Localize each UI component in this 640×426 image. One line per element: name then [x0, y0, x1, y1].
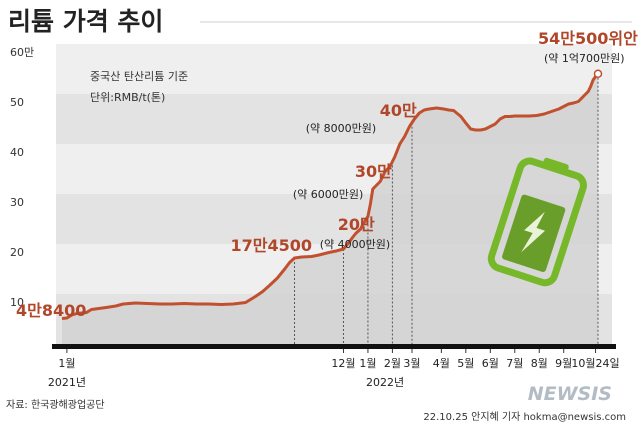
x-axis-baseline [52, 344, 616, 349]
x-tick-label: 5월 [457, 357, 474, 370]
credit-line: 22.10.25 안지혜 기자 hokma@newsis.com [423, 411, 626, 423]
x-tick-label: 1월 [359, 357, 376, 370]
series-line [61, 72, 600, 320]
data-annotation-note: (약 1억700만원) [544, 51, 625, 65]
data-annotation-note: (약 8000만원) [306, 121, 376, 135]
x-tick-label: 12월 [331, 357, 355, 370]
year-label: 2022년 [366, 376, 404, 389]
x-tick-label: 4월 [433, 357, 450, 370]
data-annotation: 4만8400 [16, 301, 86, 320]
x-tick-label: 1월 [58, 357, 75, 370]
data-annotation: 40만 [380, 101, 417, 120]
y-tick-label: 30 [10, 196, 24, 209]
lightning-bolt [521, 211, 546, 253]
x-tick-label: 8월 [531, 357, 548, 370]
data-annotation-note: (약 4000만원) [320, 237, 390, 251]
title-bar [0, 0, 640, 40]
y-axis-label: 60만 [10, 46, 34, 59]
year-label: 2021년 [48, 376, 86, 389]
data-annotation: 20만 [338, 215, 375, 234]
y-tick-label: 10 [10, 296, 24, 309]
chart-title: 리튬 가격 추이 [8, 7, 163, 36]
data-annotation-note: (약 6000만원) [293, 187, 363, 201]
y-tick-label: 40 [10, 146, 24, 159]
data-annotation: 17만4500 [231, 236, 313, 255]
battery-body [487, 157, 587, 287]
subtitle-line: 중국산 탄산리튬 기준 [90, 70, 188, 83]
data-annotation: 30만 [355, 162, 392, 181]
grid-band [56, 44, 612, 94]
x-tick-label: 10월24일 [571, 356, 619, 370]
x-tick-label: 9월 [555, 357, 572, 370]
x-tick-label: 7월 [506, 357, 523, 370]
y-tick-label: 50 [10, 96, 24, 109]
y-tick-label: 20 [10, 246, 24, 259]
watermark-logo: NEWSIS [528, 383, 612, 405]
series-area [62, 73, 598, 345]
x-tick-label: 2월 [384, 357, 401, 370]
x-tick-label: 6월 [482, 357, 499, 370]
battery-charging-icon [487, 157, 587, 287]
source-note: 자료: 한국광해광업공단 [6, 398, 105, 411]
end-point [593, 69, 603, 78]
subtitle-line: 단위:RMB/t(톤) [90, 91, 165, 104]
data-annotation: 54만500위안 [538, 29, 638, 48]
x-tick-label: 3월 [403, 357, 420, 370]
